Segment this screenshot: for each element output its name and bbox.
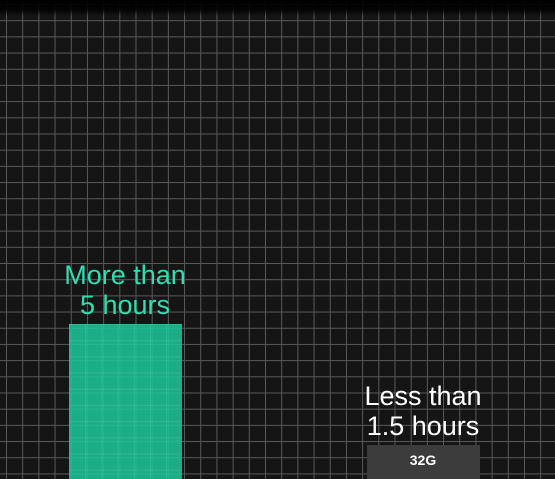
bar-value-annotation: 32G bbox=[409, 452, 437, 468]
bar-label-less-than-1-5-hours: Less than 1.5 hours bbox=[323, 381, 523, 441]
top-band bbox=[0, 0, 555, 16]
bar-more-than-5-hours bbox=[68, 324, 182, 479]
bar-label-line2: 5 hours bbox=[79, 290, 171, 320]
bar-less-than-1-5-hours: 32G bbox=[366, 445, 480, 479]
bar-label-line1: More than bbox=[64, 260, 186, 290]
bar-label-more-than-5-hours: More than 5 hours bbox=[25, 260, 225, 320]
bar-label-line1: Less than bbox=[364, 381, 482, 411]
bar-label-line2: 1.5 hours bbox=[366, 411, 480, 441]
